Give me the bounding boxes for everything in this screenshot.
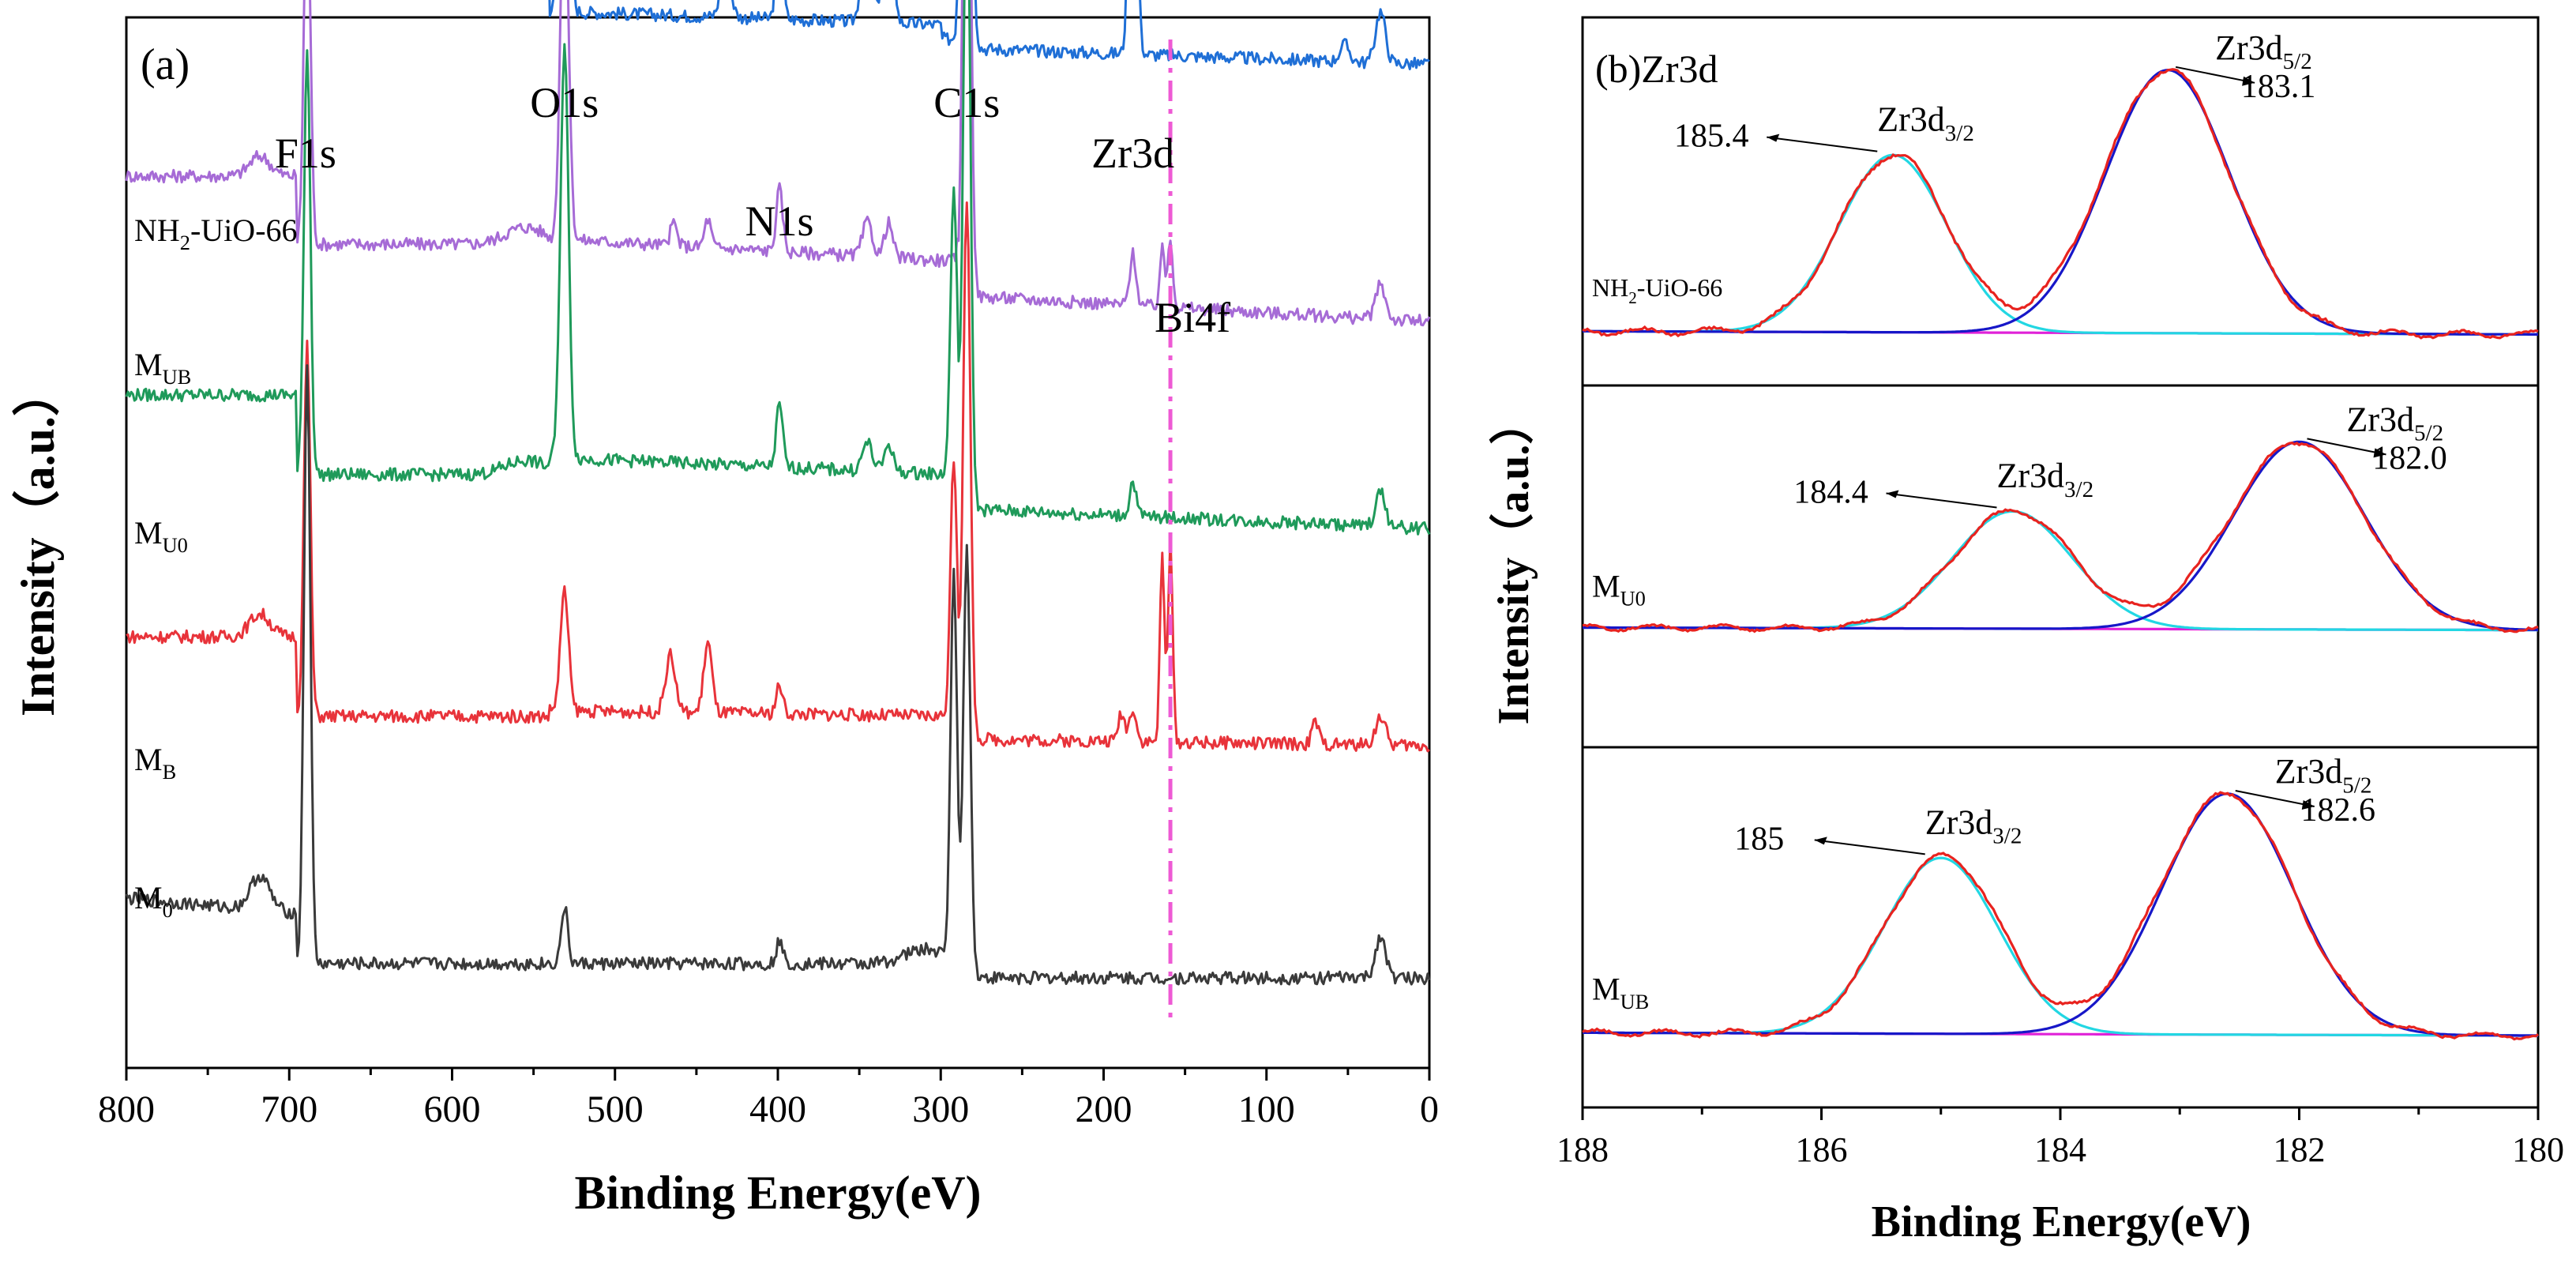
panel-b-x-tick-label: 180: [2512, 1130, 2564, 1169]
panel-a-x-tick-label: 700: [261, 1088, 317, 1130]
peak-name-3-2-0: Zr3d3/2: [1877, 100, 1974, 146]
panel-b-y-axis-title: Intensity（a.u.）: [1489, 400, 1538, 725]
spectrum-MUB: [125, 0, 1431, 327]
fit-zr3d-5-2-0: [1583, 68, 2538, 336]
peak-label-O1s: O1s: [530, 79, 599, 126]
panel-a-x-axis-title: Binding Energy(eV): [574, 1167, 981, 1219]
panel-a-x-tick-label: 400: [749, 1088, 806, 1130]
spectrum-NH2-UiO-66: [548, 0, 1430, 70]
peak-label-F1s: F1s: [275, 130, 336, 177]
panel-a-y-axis-title: Intensity（a.u.）: [11, 369, 64, 716]
arrowhead-5-2-1: [2373, 448, 2386, 458]
peak-value-3-2-0: 185.4: [1674, 118, 1749, 155]
arrow-3-2-1: [1886, 492, 1997, 509]
series-label-MU0: MU0: [134, 515, 188, 557]
sample-label-0: NH2-UiO-66: [1592, 273, 1722, 307]
panel-b-x-axis: 188 186 184 182 180: [1556, 1107, 2564, 1169]
fit-zr3d-3-2-0: [1583, 153, 2538, 336]
arrowhead-3-2-0: [1767, 133, 1780, 142]
series-label-MUB: MUB: [134, 347, 191, 389]
peak-label-Bi4f: Bi4f: [1155, 294, 1230, 341]
panel-b-x-tick-label: 182: [2274, 1130, 2326, 1169]
sample-label-2: MUB: [1592, 972, 1649, 1013]
spectrum-M0: [125, 364, 1431, 986]
arrow-5-2-0: [2175, 66, 2255, 84]
peak-name-5-2-2: Zr3d5/2: [2275, 752, 2372, 798]
peak-value-5-2-2: 182.6: [2301, 792, 2376, 829]
panel-a-x-tick-label: 200: [1076, 1088, 1132, 1130]
measured-spectrum-2: [1582, 791, 2539, 1041]
peak-value-3-2-2: 185: [1734, 821, 1784, 857]
peak-value-5-2-1: 182.0: [2372, 440, 2447, 476]
peak-name-5-2-1: Zr3d5/2: [2347, 400, 2444, 446]
peak-value-3-2-1: 184.4: [1793, 475, 1868, 511]
spectrum-MB: [126, 201, 1430, 753]
panel-a-series-labels: NH2-UiO-66 MUB MU0 MB M0: [134, 212, 298, 922]
arrowhead-3-2-1: [1886, 490, 1899, 498]
panel-a-x-tick-label: 300: [912, 1088, 969, 1130]
panel-b-x-tick-label: 184: [2034, 1130, 2086, 1169]
panel-b-x-tick-label: 186: [1796, 1130, 1848, 1169]
measured-spectrum-0: [1582, 68, 2539, 340]
panel-b-annotations: NH2-UiO-66Zr3d3/2185.4Zr3d5/2183.1MU0Zr3…: [1592, 28, 2447, 1013]
measured-spectrum-1: [1582, 442, 2539, 634]
peak-name-5-2-0: Zr3d5/2: [2215, 28, 2312, 74]
panel-a-peak-labels: F1s O1s N1s C1s Zr3d Bi4f: [275, 79, 1230, 341]
panel-a-x-tick-label: 500: [587, 1088, 644, 1130]
panel-a-curves: [125, 0, 1431, 1021]
fit-zr3d-5-2-2: [1583, 792, 2538, 1037]
arrow-5-2-2: [2235, 790, 2315, 807]
panel-b-x-axis-title: Binding Energy(eV): [1872, 1197, 2251, 1246]
series-label-MB: MB: [134, 742, 176, 784]
arrow-5-2-1: [2307, 438, 2386, 456]
peak-name-3-2-1: Zr3d3/2: [1997, 457, 2094, 502]
panel-b-curves: [1582, 68, 2539, 1041]
fit-zr3d-3-2-2: [1583, 856, 2539, 1037]
arrow-3-2-0: [1767, 136, 1878, 152]
panel-a-x-tick-label: 100: [1238, 1088, 1295, 1130]
fit-zr3d-3-2-1: [1583, 509, 2538, 632]
peak-name-3-2-2: Zr3d3/2: [1925, 803, 2022, 848]
panel-b-label: (b)Zr3d: [1595, 47, 1718, 91]
panel-b-zr3d-spectra: (b)Zr3d 188 186 184 182 180 NH2-UiO-66 Zr3d3/…: [1489, 16, 2564, 1246]
series-label-NH2-UiO-66: NH2-UiO-66: [134, 212, 298, 254]
arrowhead-5-2-0: [2242, 76, 2255, 86]
panel-a-label: (a): [141, 40, 190, 89]
spectrum-MU0: [125, 0, 1431, 536]
arrowhead-3-2-2: [1814, 837, 1827, 845]
series-label-M0: M0: [134, 880, 173, 922]
peak-value-5-2-0: 183.1: [2241, 69, 2316, 105]
panel-a-x-tick-label: 600: [424, 1088, 481, 1130]
peak-label-C1s: C1s: [933, 79, 1000, 126]
panel-a-survey-spectra: (a) 800 700 600 500 400 300 200 100 0 F1s O1s N1s C…: [11, 0, 1439, 1219]
panel-a-x-axis: 800 700 600 500 400 300 200 100 0: [98, 1068, 1439, 1130]
peak-label-Zr3d: Zr3d: [1091, 130, 1174, 177]
arrow-3-2-2: [1814, 839, 1925, 855]
panel-a-x-tick-label: 0: [1420, 1088, 1439, 1130]
arrowhead-5-2-2: [2301, 800, 2315, 810]
panel-b-x-tick-label: 188: [1556, 1130, 1609, 1169]
peak-label-N1s: N1s: [745, 197, 814, 245]
panel-a-x-tick-label: 800: [98, 1088, 155, 1130]
sample-label-1: MU0: [1592, 568, 1646, 610]
